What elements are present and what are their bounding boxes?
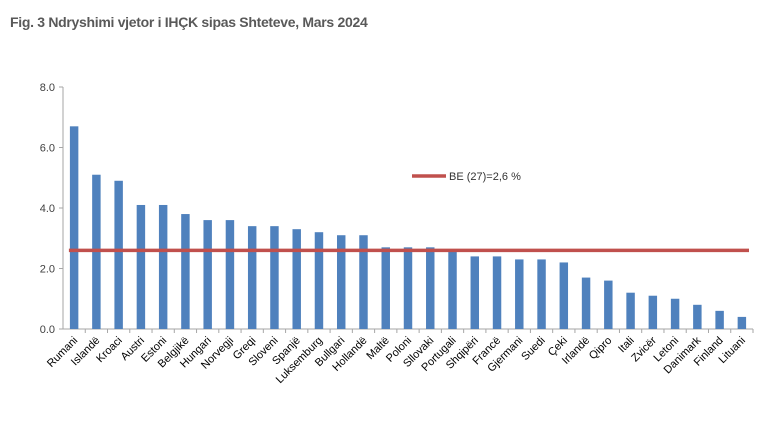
bar <box>314 232 324 329</box>
axes: 0.0 2.0 4.0 6.0 8.0 <box>40 82 754 336</box>
bar <box>336 235 346 329</box>
legend-label: BE (27)=2,6 % <box>449 171 521 183</box>
bar <box>181 214 190 329</box>
bar <box>136 204 146 329</box>
bar <box>403 247 413 329</box>
bar <box>626 292 635 329</box>
y-tick-label: 0.0 <box>40 324 55 336</box>
bar <box>715 310 724 329</box>
bar <box>426 247 435 329</box>
bar <box>69 126 79 329</box>
bar <box>114 180 123 329</box>
bar <box>158 204 168 329</box>
category-labels: RumaniIslandëKroaciAustriEstoniBelgjikëH… <box>45 334 748 386</box>
legend: BE (27)=2,6 % <box>412 171 521 183</box>
bar <box>648 295 658 329</box>
bar <box>693 304 702 329</box>
bar <box>247 226 257 329</box>
bar <box>737 316 747 329</box>
bar <box>470 256 480 329</box>
category-label: Qipro <box>587 335 615 363</box>
bar <box>359 235 368 329</box>
bar <box>448 250 457 329</box>
bar <box>492 256 502 329</box>
bar <box>270 226 279 329</box>
bar <box>203 220 212 329</box>
y-tick-label: 8.0 <box>40 82 55 94</box>
category-label: Kroaci <box>94 335 125 366</box>
bar <box>559 262 569 329</box>
bar <box>604 280 613 329</box>
category-label: Suedi <box>519 335 547 363</box>
bar <box>381 247 390 329</box>
bar <box>581 277 591 329</box>
bar <box>537 259 546 329</box>
chart-title: Fig. 3 Ndryshimi vjetor i IHÇK sipas Sht… <box>10 14 368 30</box>
y-tick-label: 6.0 <box>40 143 55 155</box>
y-tick-label: 4.0 <box>40 203 55 215</box>
bar <box>225 220 235 329</box>
bars <box>69 126 747 329</box>
bar <box>515 259 524 329</box>
y-tick-label: 2.0 <box>40 264 55 276</box>
bar <box>292 229 301 329</box>
bar <box>670 298 680 329</box>
